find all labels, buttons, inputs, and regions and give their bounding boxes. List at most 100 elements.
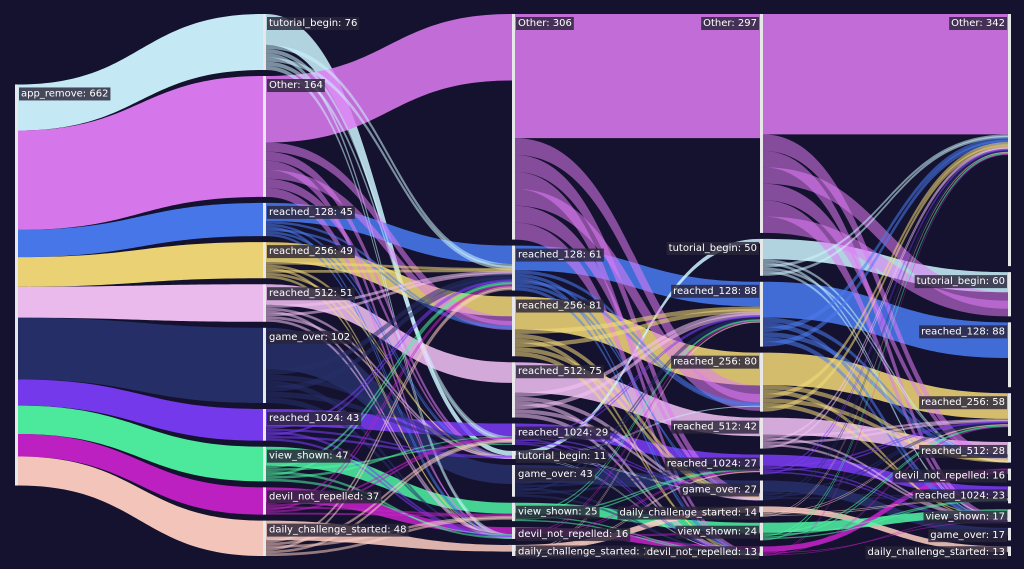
node-label-bg xyxy=(267,411,362,425)
link-3-reached_128-to-Other xyxy=(763,139,1008,347)
link-2-view_shown-to-reached_128 xyxy=(515,319,760,519)
node-2-view_shown xyxy=(512,502,515,522)
node-label-text: reached_256: 80 xyxy=(673,357,757,368)
node-4-daily_challenge_started xyxy=(1008,546,1011,556)
node-label-1-tutorial_begin: tutorial_begin: 76 xyxy=(267,17,360,30)
link-1-game_over-to-reached_128 xyxy=(266,276,512,392)
node-label-text: Other: 164 xyxy=(269,80,323,91)
link-3-Other xyxy=(763,14,1008,135)
link-2-Other-to-devil_not_repelled xyxy=(515,171,760,556)
link-1-Other-to-reached_256 xyxy=(266,169,512,331)
node-label-bg xyxy=(892,469,1007,483)
link-1-reached_1024-to-reached_128 xyxy=(266,280,512,436)
link-3-view_shown-to-Other xyxy=(763,153,1008,541)
node-label-4-tutorial_begin: tutorial_begin: 60 xyxy=(914,275,1007,289)
link-1-daily_challenge_started-to-reached_128 xyxy=(266,286,512,543)
link-app_remove-Other xyxy=(18,76,263,230)
node-label-3-reached_128: reached_128: 88 xyxy=(671,284,759,298)
link-1-reached_256-to-devil_not_repelled xyxy=(266,267,512,539)
node-1-devil_not_repelled xyxy=(263,487,266,515)
node-label-text: reached_512: 42 xyxy=(673,422,757,433)
node-1-reached_256 xyxy=(263,242,266,279)
node-4-reached_1024 xyxy=(1008,486,1011,504)
node-label-text: devil_not_repelled: 16 xyxy=(895,471,1005,482)
link-3-tutorial_begin-to-Other xyxy=(763,134,1008,268)
link-2-game_over-to-devil_not_repelled xyxy=(515,494,760,554)
node-label-bg xyxy=(671,284,759,298)
node-label-4-reached_256: reached_256: 58 xyxy=(919,396,1007,410)
link-1-devil_not_repelled-to-reached_1024 xyxy=(266,436,512,507)
node-label-text: reached_256: 81 xyxy=(518,301,602,312)
link-3-daily_challenge_started-to-Other xyxy=(763,152,1008,517)
node-label-3-reached_1024: reached_1024: 27 xyxy=(664,457,759,471)
link-1-reached_512-to-devil_not_repelled xyxy=(266,310,512,538)
link-1-tutorial_begin-to-reached_128 xyxy=(266,57,512,271)
node-2-daily_challenge_started xyxy=(512,544,515,556)
link-1-daily_challenge_started-to-reached_1024 xyxy=(266,440,512,554)
node-label-bg xyxy=(516,505,600,519)
link-2-reached_1024-to-reached_128 xyxy=(515,315,760,437)
link-3-daily_challenge_started xyxy=(763,506,1008,553)
link-2-daily_challenge_started-to-reached_128 xyxy=(515,321,760,552)
link-2-reached_1024-to-devil_not_repelled xyxy=(515,443,760,555)
link-3-devil_not_repelled-to-view_shown xyxy=(763,521,1008,554)
link-1-view_shown-to-devil_not_repelled xyxy=(266,478,512,536)
node-3-reached_512 xyxy=(760,417,763,449)
node-label-2-reached_256: reached_256: 81 xyxy=(516,299,604,313)
node-label-text: reached_256: 49 xyxy=(269,246,353,257)
node-3-reached_1024 xyxy=(760,454,763,475)
link-3-reached_512-to-reached_256 xyxy=(763,420,1008,444)
link-2-reached_512-to-reached_128 xyxy=(515,311,760,397)
link-3-daily_challenge_started-to-reached_256 xyxy=(763,424,1008,516)
link-2-game_over-to-reached_1024 xyxy=(515,466,760,488)
link-2-reached_1024-to-game_over xyxy=(515,441,760,495)
link-3-Other-to-view_shown xyxy=(763,150,1008,522)
link-3-tutorial_begin-to-Other xyxy=(763,135,1008,276)
link-1-reached_1024-to-reached_128 xyxy=(266,279,512,429)
link-3-daily_challenge_started-to-reached_1024 xyxy=(763,498,1008,516)
link-2-tutorial_begin-to-devil_not_repelled xyxy=(515,458,760,555)
link-3-reached_128-to-Other xyxy=(763,137,1008,333)
node-1-view_shown xyxy=(263,446,266,482)
link-1-tutorial_begin-to-reached_128 xyxy=(266,44,512,269)
node-label-bg xyxy=(919,396,1007,410)
node-label-1-view_shown: view_shown: 47 xyxy=(267,449,351,463)
node-label-bg xyxy=(516,528,631,542)
node-label-text: reached_512: 28 xyxy=(921,446,1005,457)
node-label-1-devil_not_repelled: devil_not_repelled: 37 xyxy=(267,490,382,504)
node-label-bg xyxy=(516,17,574,30)
node-label-4-Other: Other: 342 xyxy=(949,17,1007,30)
node-1-reached_512 xyxy=(263,284,266,322)
link-1-reached_128-to-tutorial_begin xyxy=(266,223,512,457)
link-2-reached_512-to-reached_128 xyxy=(515,313,760,410)
link-app_remove-reached_128 xyxy=(18,202,263,258)
node-2-devil_not_repelled xyxy=(512,527,515,539)
node-label-text: view_shown: 24 xyxy=(678,527,757,538)
node-label-bg xyxy=(675,525,759,539)
node-label-2-reached_128: reached_128: 61 xyxy=(516,248,604,262)
link-app_remove-game_over xyxy=(18,317,263,403)
node-1-game_over xyxy=(263,327,266,403)
link-3-reached_1024-to-Other xyxy=(763,149,1008,475)
node-label-text: reached_1024: 27 xyxy=(667,459,757,470)
node-label-2-reached_512: reached_512: 75 xyxy=(516,365,604,379)
node-4-game_over xyxy=(1008,527,1011,541)
link-3-devil_not_repelled-to-reached_256 xyxy=(763,426,1008,555)
link-2-view_shown-to-devil_not_repelled xyxy=(515,519,760,555)
node-label-3-devil_not_repelled: devil_not_repelled: 13 xyxy=(644,546,759,560)
link-app_remove-reached_256 xyxy=(18,242,263,287)
node-label-bg xyxy=(644,546,759,560)
link-2-Other-to-reached_256 xyxy=(515,188,760,411)
node-label-3-reached_256: reached_256: 80 xyxy=(671,355,759,369)
node-label-2-view_shown: view_shown: 25 xyxy=(516,505,600,519)
link-1-game_over-to-devil_not_repelled xyxy=(266,380,512,539)
node-0-app_remove xyxy=(15,84,18,486)
node-1-daily_challenge_started xyxy=(263,520,266,556)
link-3-reached_1024-to-reached_256 xyxy=(763,421,1008,468)
link-1-view_shown-to-reached_128 xyxy=(266,282,512,477)
link-3-reached_256-to-view_shown xyxy=(763,389,1008,522)
link-1-reached_128-to-reached_256 xyxy=(266,221,512,328)
link-3-view_shown-to-reached_1024 xyxy=(763,498,1008,536)
node-label-bg xyxy=(516,449,609,463)
link-3-view_shown-to-reached_256 xyxy=(763,425,1008,538)
